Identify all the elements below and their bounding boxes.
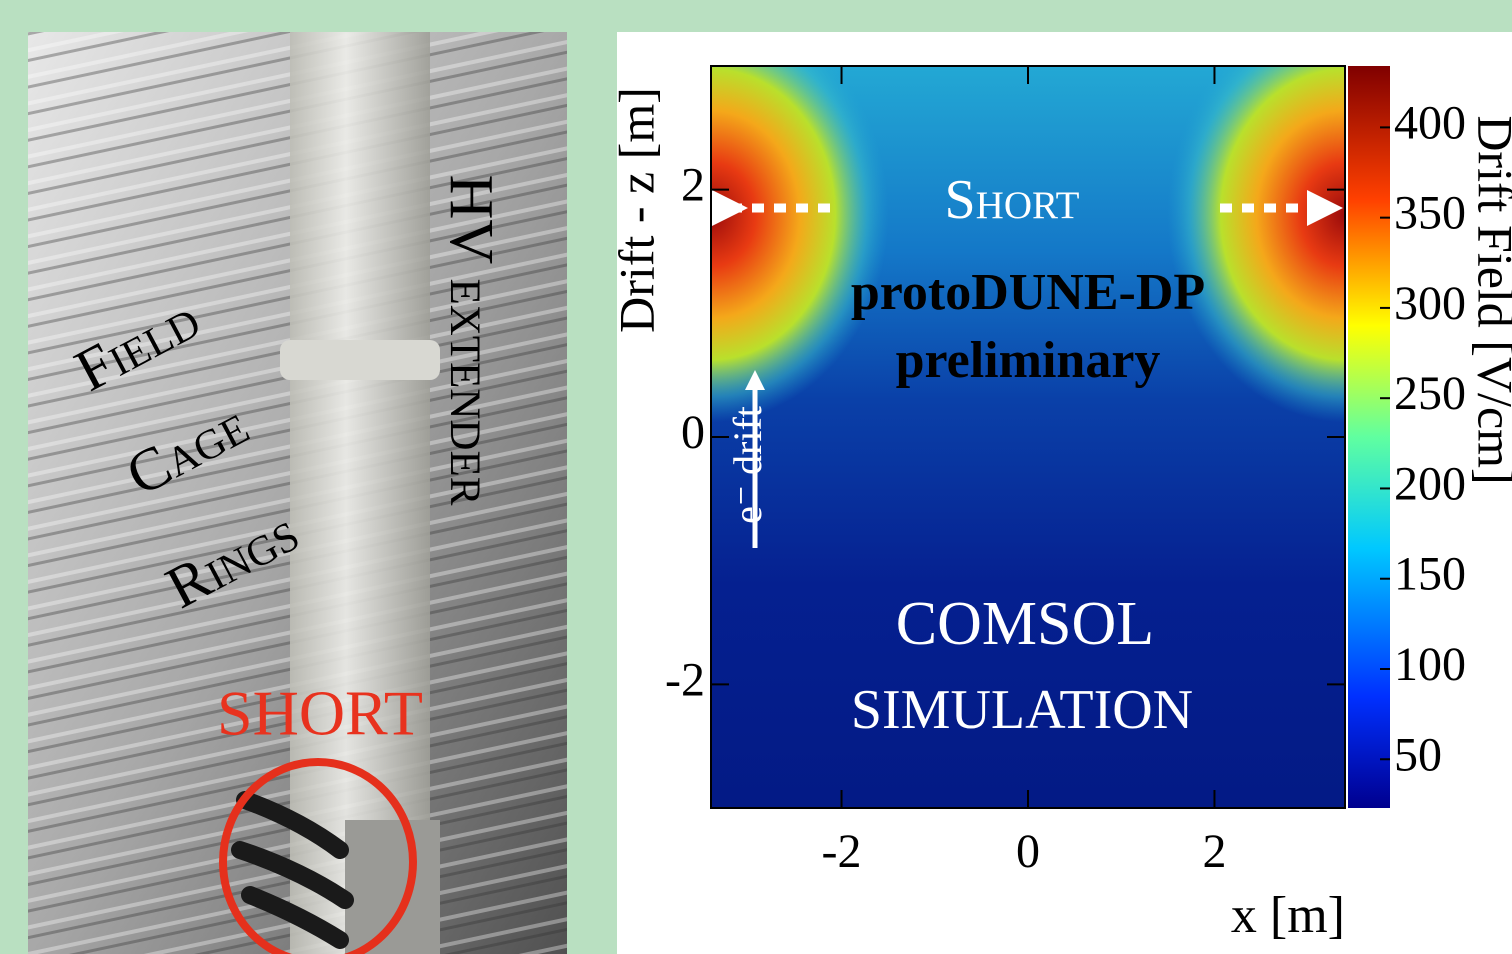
colorbar-tick-label: 250 (1394, 367, 1466, 420)
extender-label: HV extender (437, 175, 505, 506)
figure: SHORT Field Cage Rings HV extender Short… (0, 0, 1512, 954)
drift-label: e⁻ drift (725, 406, 770, 524)
colorbar-label: Drift Field [V/cm] (1468, 115, 1512, 484)
y-tick-label: -2 (665, 653, 705, 706)
colorbar-tick-label: 50 (1394, 728, 1442, 781)
colorbar-tick-label: 400 (1394, 96, 1466, 149)
y-tick-label: 2 (681, 159, 705, 212)
x-tick-label: 0 (1016, 825, 1040, 878)
short-label: SHORT (217, 678, 423, 749)
colorbar (1348, 66, 1390, 808)
y-tick-label: 0 (681, 406, 705, 459)
x-tick-label: 2 (1202, 825, 1226, 878)
y-axis-label: Drift - z [m] (608, 87, 664, 333)
colorbar-tick-label: 300 (1394, 277, 1466, 330)
colorbar-tick-label: 350 (1394, 187, 1466, 240)
software-label: COMSOL (896, 590, 1154, 658)
experiment-label: protoDUNE-DP (851, 264, 1205, 321)
colorbar-tick-label: 150 (1394, 548, 1466, 601)
x-axis-label: x [m] (1231, 887, 1345, 944)
colorbar-tick-label: 200 (1394, 457, 1466, 510)
colorbar-tick-label: 100 (1394, 638, 1466, 691)
short-annotation: Short (945, 169, 1080, 231)
status-label: preliminary (896, 332, 1161, 389)
photo: SHORT Field Cage Rings HV extender (28, 32, 567, 954)
x-tick-label: -2 (822, 825, 862, 878)
kind-label: simulation (851, 679, 1193, 741)
